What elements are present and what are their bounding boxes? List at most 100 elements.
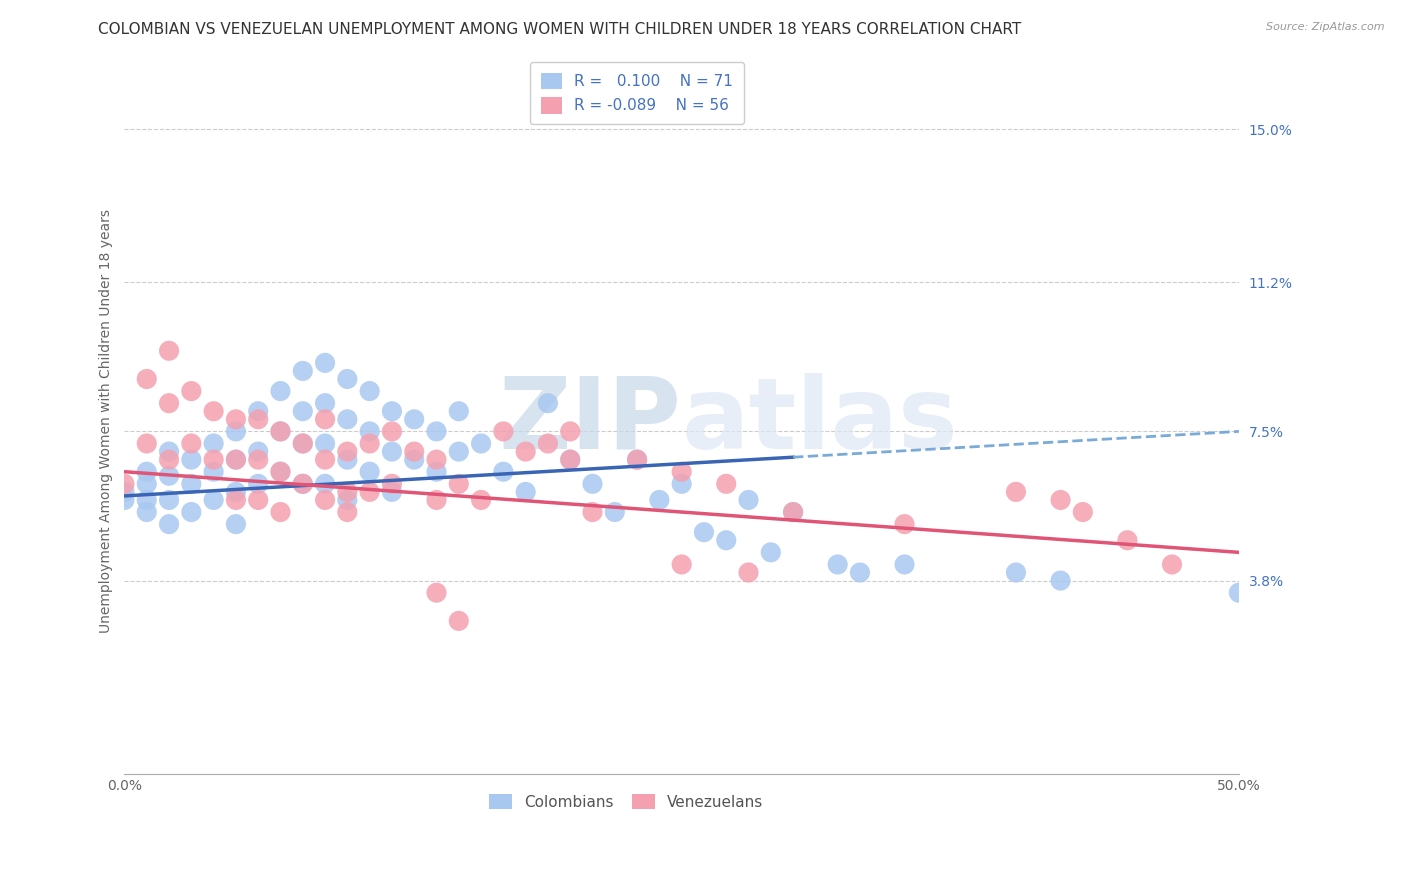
Point: [447, 444, 470, 458]
Point: [425, 425, 447, 439]
Point: [114, 492, 136, 507]
Point: [180, 436, 202, 450]
Point: [157, 444, 180, 458]
Point: [671, 465, 693, 479]
Point: [447, 614, 470, 628]
Point: [225, 517, 247, 532]
Point: [1071, 505, 1094, 519]
Point: [648, 492, 671, 507]
Point: [202, 492, 225, 507]
Point: [202, 465, 225, 479]
Point: [381, 404, 404, 418]
Point: [381, 425, 404, 439]
Point: [180, 505, 202, 519]
Point: [225, 452, 247, 467]
Point: [135, 372, 157, 386]
Point: [314, 396, 336, 410]
Text: Source: ZipAtlas.com: Source: ZipAtlas.com: [1267, 22, 1385, 32]
Point: [225, 484, 247, 499]
Point: [893, 517, 915, 532]
Point: [314, 492, 336, 507]
Point: [782, 505, 804, 519]
Point: [1116, 533, 1139, 548]
Point: [827, 558, 849, 572]
Point: [626, 452, 648, 467]
Point: [291, 476, 314, 491]
Point: [492, 465, 515, 479]
Point: [515, 444, 537, 458]
Point: [537, 436, 560, 450]
Point: [247, 452, 270, 467]
Point: [180, 452, 202, 467]
Point: [269, 465, 291, 479]
Point: [291, 436, 314, 450]
Point: [716, 533, 738, 548]
Y-axis label: Unemployment Among Women with Children Under 18 years: Unemployment Among Women with Children U…: [100, 210, 114, 633]
Point: [225, 412, 247, 426]
Point: [314, 436, 336, 450]
Point: [893, 558, 915, 572]
Point: [425, 452, 447, 467]
Point: [404, 452, 426, 467]
Point: [359, 436, 381, 450]
Point: [157, 343, 180, 358]
Point: [359, 384, 381, 398]
Point: [671, 558, 693, 572]
Point: [849, 566, 872, 580]
Point: [135, 465, 157, 479]
Point: [336, 372, 359, 386]
Point: [560, 452, 582, 467]
Point: [314, 476, 336, 491]
Legend: Colombians, Venezuelans: Colombians, Venezuelans: [482, 788, 769, 816]
Point: [425, 465, 447, 479]
Point: [157, 517, 180, 532]
Point: [269, 425, 291, 439]
Point: [225, 492, 247, 507]
Point: [336, 412, 359, 426]
Point: [269, 425, 291, 439]
Point: [447, 404, 470, 418]
Point: [247, 444, 270, 458]
Point: [202, 436, 225, 450]
Point: [291, 404, 314, 418]
Point: [336, 444, 359, 458]
Point: [359, 484, 381, 499]
Point: [492, 425, 515, 439]
Point: [247, 476, 270, 491]
Point: [135, 476, 157, 491]
Point: [470, 436, 492, 450]
Point: [782, 505, 804, 519]
Point: [1227, 585, 1250, 599]
Point: [626, 452, 648, 467]
Point: [560, 452, 582, 467]
Point: [581, 505, 603, 519]
Point: [247, 492, 270, 507]
Point: [560, 425, 582, 439]
Point: [135, 492, 157, 507]
Point: [225, 452, 247, 467]
Point: [269, 505, 291, 519]
Point: [1161, 558, 1184, 572]
Point: [247, 412, 270, 426]
Point: [381, 476, 404, 491]
Point: [202, 404, 225, 418]
Point: [225, 425, 247, 439]
Point: [157, 492, 180, 507]
Point: [336, 484, 359, 499]
Point: [1049, 492, 1071, 507]
Point: [180, 476, 202, 491]
Point: [291, 364, 314, 378]
Text: atlas: atlas: [682, 373, 959, 470]
Point: [114, 484, 136, 499]
Point: [1049, 574, 1071, 588]
Point: [737, 566, 759, 580]
Point: [269, 465, 291, 479]
Point: [314, 356, 336, 370]
Point: [425, 492, 447, 507]
Point: [247, 404, 270, 418]
Point: [291, 476, 314, 491]
Point: [336, 492, 359, 507]
Point: [157, 468, 180, 483]
Point: [737, 492, 759, 507]
Point: [381, 484, 404, 499]
